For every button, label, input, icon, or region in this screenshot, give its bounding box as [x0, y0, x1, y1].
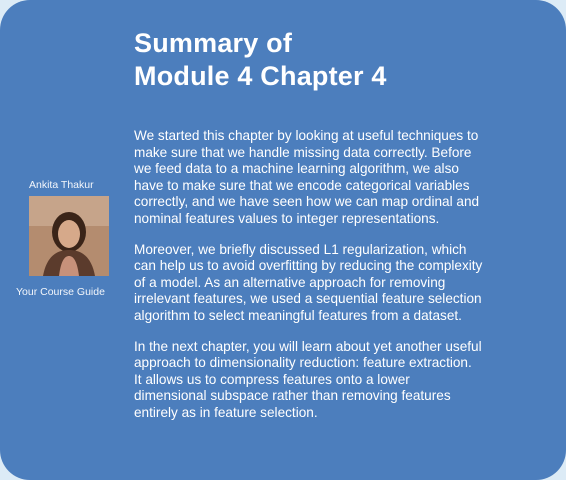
guide-photo — [29, 196, 109, 276]
text-line: Moreover, we briefly discussed L1 regula… — [134, 241, 467, 257]
text-line: correctly, and we have seen how we can m… — [134, 194, 480, 210]
title-line-2: Module 4 Chapter 4 — [134, 61, 387, 91]
guide-portrait-image — [29, 196, 109, 276]
text-line: have to make sure that we encode categor… — [134, 177, 470, 193]
summary-body: We started this chapter by looking at us… — [134, 128, 544, 436]
text-line: It allows us to compress features onto a… — [134, 371, 410, 387]
text-line: dimensional subspace rather than removin… — [134, 388, 451, 404]
text-line: make sure that we handle missing data co… — [134, 144, 472, 160]
text-line: We started this chapter by looking at us… — [134, 128, 479, 143]
text-line: of a model. As an alternative approach f… — [134, 274, 446, 290]
text-line: entirely as in feature selection. — [134, 404, 318, 420]
page-title: Summary of Module 4 Chapter 4 — [134, 27, 387, 93]
text-line: In the next chapter, you will learn abou… — [134, 338, 482, 354]
summary-paragraph: In the next chapter, you will learn abou… — [134, 339, 544, 422]
text-line: irrelevant features, we used a sequentia… — [134, 291, 482, 307]
text-line: can help us to avoid overfitting by redu… — [134, 258, 483, 274]
title-line-1: Summary of — [134, 28, 293, 58]
text-line: approach to dimensionality reduction: fe… — [134, 355, 472, 371]
text-line: nominal features values to integer repre… — [134, 210, 440, 226]
guide-name: Ankita Thakur — [29, 179, 94, 191]
summary-paragraph: Moreover, we briefly discussed L1 regula… — [134, 242, 544, 325]
summary-paragraph: We started this chapter by looking at us… — [134, 128, 544, 228]
text-line: algorithm to select meaningful features … — [134, 307, 462, 323]
guide-role: Your Course Guide — [16, 286, 105, 298]
text-line: we feed data to a machine learning algor… — [134, 161, 459, 177]
